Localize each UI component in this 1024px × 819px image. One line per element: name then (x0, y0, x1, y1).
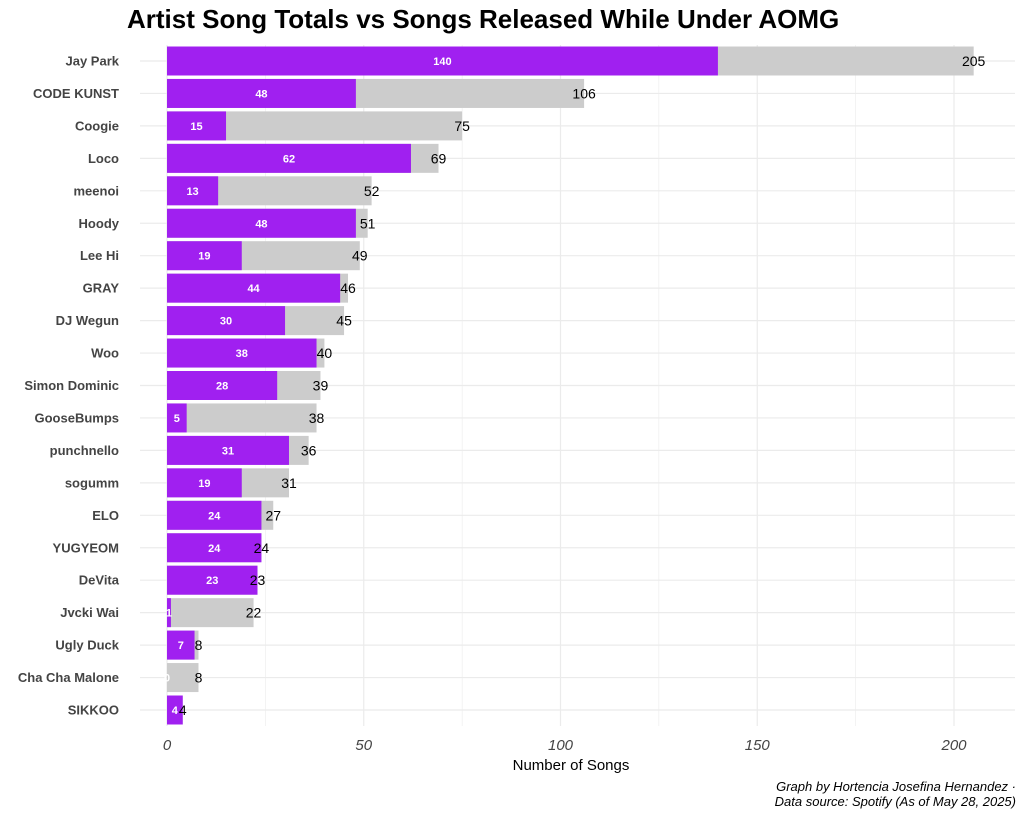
bar-aomg (167, 435, 289, 465)
aomg-value-label: 13 (186, 186, 198, 198)
total-value-label: 39 (313, 378, 329, 394)
bar-aomg (167, 630, 195, 660)
y-tick-label: DJ Wegun (56, 313, 119, 328)
y-tick-label: CODE KUNST (33, 86, 119, 101)
caption-line-1: Graph by Hortencia Josefina Hernandez · (776, 779, 1016, 794)
aomg-value-label: 7 (178, 640, 184, 652)
x-axis-label: Number of Songs (513, 757, 630, 774)
total-value-label: 51 (360, 215, 376, 231)
bar-aomg (167, 306, 286, 336)
caption-line-2: Data source: Spotify (As of May 28, 2025… (775, 794, 1016, 809)
y-tick-label: Lee Hi (80, 248, 119, 263)
x-axis-ticks: 0 50 100 150 200 (163, 737, 967, 754)
total-value-label: 4 (179, 702, 187, 718)
aomg-value-label: 0 (164, 673, 170, 685)
total-value-label: 31 (281, 475, 297, 491)
y-tick-label: Ugly Duck (55, 638, 119, 653)
total-value-label: 205 (962, 53, 986, 69)
aomg-value-label: 24 (208, 510, 221, 522)
x-tick-label: 50 (355, 737, 372, 754)
total-value-label: 69 (431, 150, 447, 166)
bar-aomg (167, 143, 411, 173)
bar-aomg (167, 176, 219, 206)
total-value-label: 75 (454, 118, 470, 134)
bar-total (167, 598, 254, 628)
y-tick-label: Jay Park (66, 54, 120, 69)
bar-aomg (167, 500, 262, 530)
total-value-label: 45 (336, 313, 352, 329)
y-tick-label: SIKKOO (68, 703, 119, 718)
x-tick-label: 200 (940, 737, 967, 754)
bar-aomg (167, 78, 356, 108)
aomg-value-label: 4 (172, 705, 179, 717)
aomg-value-label: 140 (433, 56, 451, 68)
aomg-value-label: 62 (283, 153, 295, 165)
y-axis-labels: Jay Park CODE KUNST Coogie Loco meenoi Hoody L… (18, 54, 120, 718)
aomg-value-label: 44 (247, 283, 260, 295)
total-value-label: 22 (246, 605, 262, 621)
aomg-value-label: 5 (174, 413, 180, 425)
aomg-value-label: 48 (255, 88, 267, 100)
bar-aomg (167, 598, 171, 628)
bar-total (167, 403, 317, 433)
bar-aomg (167, 46, 718, 76)
y-tick-label: GooseBumps (34, 410, 119, 425)
aomg-value-label: 28 (216, 381, 228, 393)
total-value-label: 38 (309, 410, 325, 426)
total-value-label: 49 (352, 248, 368, 264)
y-tick-label: sogumm (65, 475, 119, 490)
total-value-label: 36 (301, 442, 317, 458)
y-tick-label: Hoody (79, 216, 120, 231)
bar-aomg (167, 338, 317, 368)
aomg-value-label: 1 (166, 608, 172, 620)
total-value-label: 23 (250, 572, 266, 588)
bar-aomg (167, 273, 341, 303)
total-value-label: 8 (195, 670, 203, 686)
bar-aomg (167, 565, 258, 595)
x-tick-label: 100 (548, 737, 574, 754)
aomg-value-label: 19 (198, 478, 210, 490)
bar-aomg (167, 208, 356, 238)
total-value-label: 27 (265, 507, 281, 523)
aomg-value-label: 38 (236, 348, 248, 360)
y-tick-label: Simon Dominic (24, 378, 119, 393)
total-value-label: 8 (195, 637, 203, 653)
y-tick-label: YUGYEOM (53, 540, 119, 555)
bar-aomg (167, 533, 262, 563)
bar-aomg (167, 111, 227, 141)
bar-aomg (167, 695, 183, 725)
total-value-label: 106 (572, 85, 596, 101)
aomg-value-label: 15 (190, 121, 202, 133)
aomg-value-label: 31 (222, 445, 234, 457)
aomg-value-label: 19 (198, 251, 210, 263)
aomg-value-label: 23 (206, 575, 218, 587)
y-tick-label: Cha Cha Malone (18, 670, 119, 685)
total-value-label: 40 (317, 345, 333, 361)
x-tick-label: 0 (163, 737, 172, 754)
y-tick-label: Loco (88, 151, 119, 166)
chart-title: Artist Song Totals vs Songs Released Whi… (127, 4, 839, 34)
y-tick-label: punchnello (50, 443, 119, 458)
y-tick-label: Woo (91, 346, 119, 361)
total-value-label: 46 (340, 280, 356, 296)
aomg-value-label: 48 (255, 218, 267, 230)
y-tick-label: DeVita (79, 573, 120, 588)
aomg-value-label: 24 (208, 543, 221, 555)
bar-aomg (167, 468, 242, 498)
y-tick-label: ELO (92, 508, 119, 523)
total-value-label: 24 (254, 540, 270, 556)
y-tick-label: GRAY (83, 281, 120, 296)
x-tick-label: 150 (745, 737, 771, 754)
bar-aomg (167, 403, 187, 433)
bar-total (167, 663, 199, 693)
aomg-value-label: 30 (220, 316, 232, 328)
y-tick-label: Jvcki Wai (60, 605, 119, 620)
bar-aomg (167, 241, 242, 271)
total-value-label: 52 (364, 183, 380, 199)
y-tick-label: Coogie (75, 118, 119, 133)
bar-aomg (167, 371, 278, 400)
y-tick-label: meenoi (73, 183, 119, 198)
